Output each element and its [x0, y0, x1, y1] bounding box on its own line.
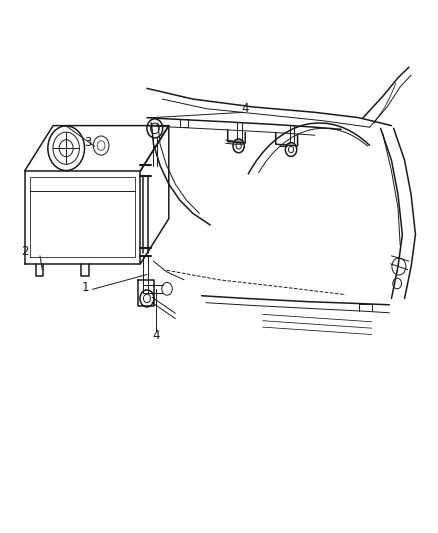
Text: 1: 1: [82, 281, 90, 294]
Text: 2: 2: [21, 245, 28, 258]
Text: 4: 4: [241, 102, 249, 115]
Text: 3: 3: [85, 136, 92, 149]
Text: 4: 4: [152, 329, 159, 342]
